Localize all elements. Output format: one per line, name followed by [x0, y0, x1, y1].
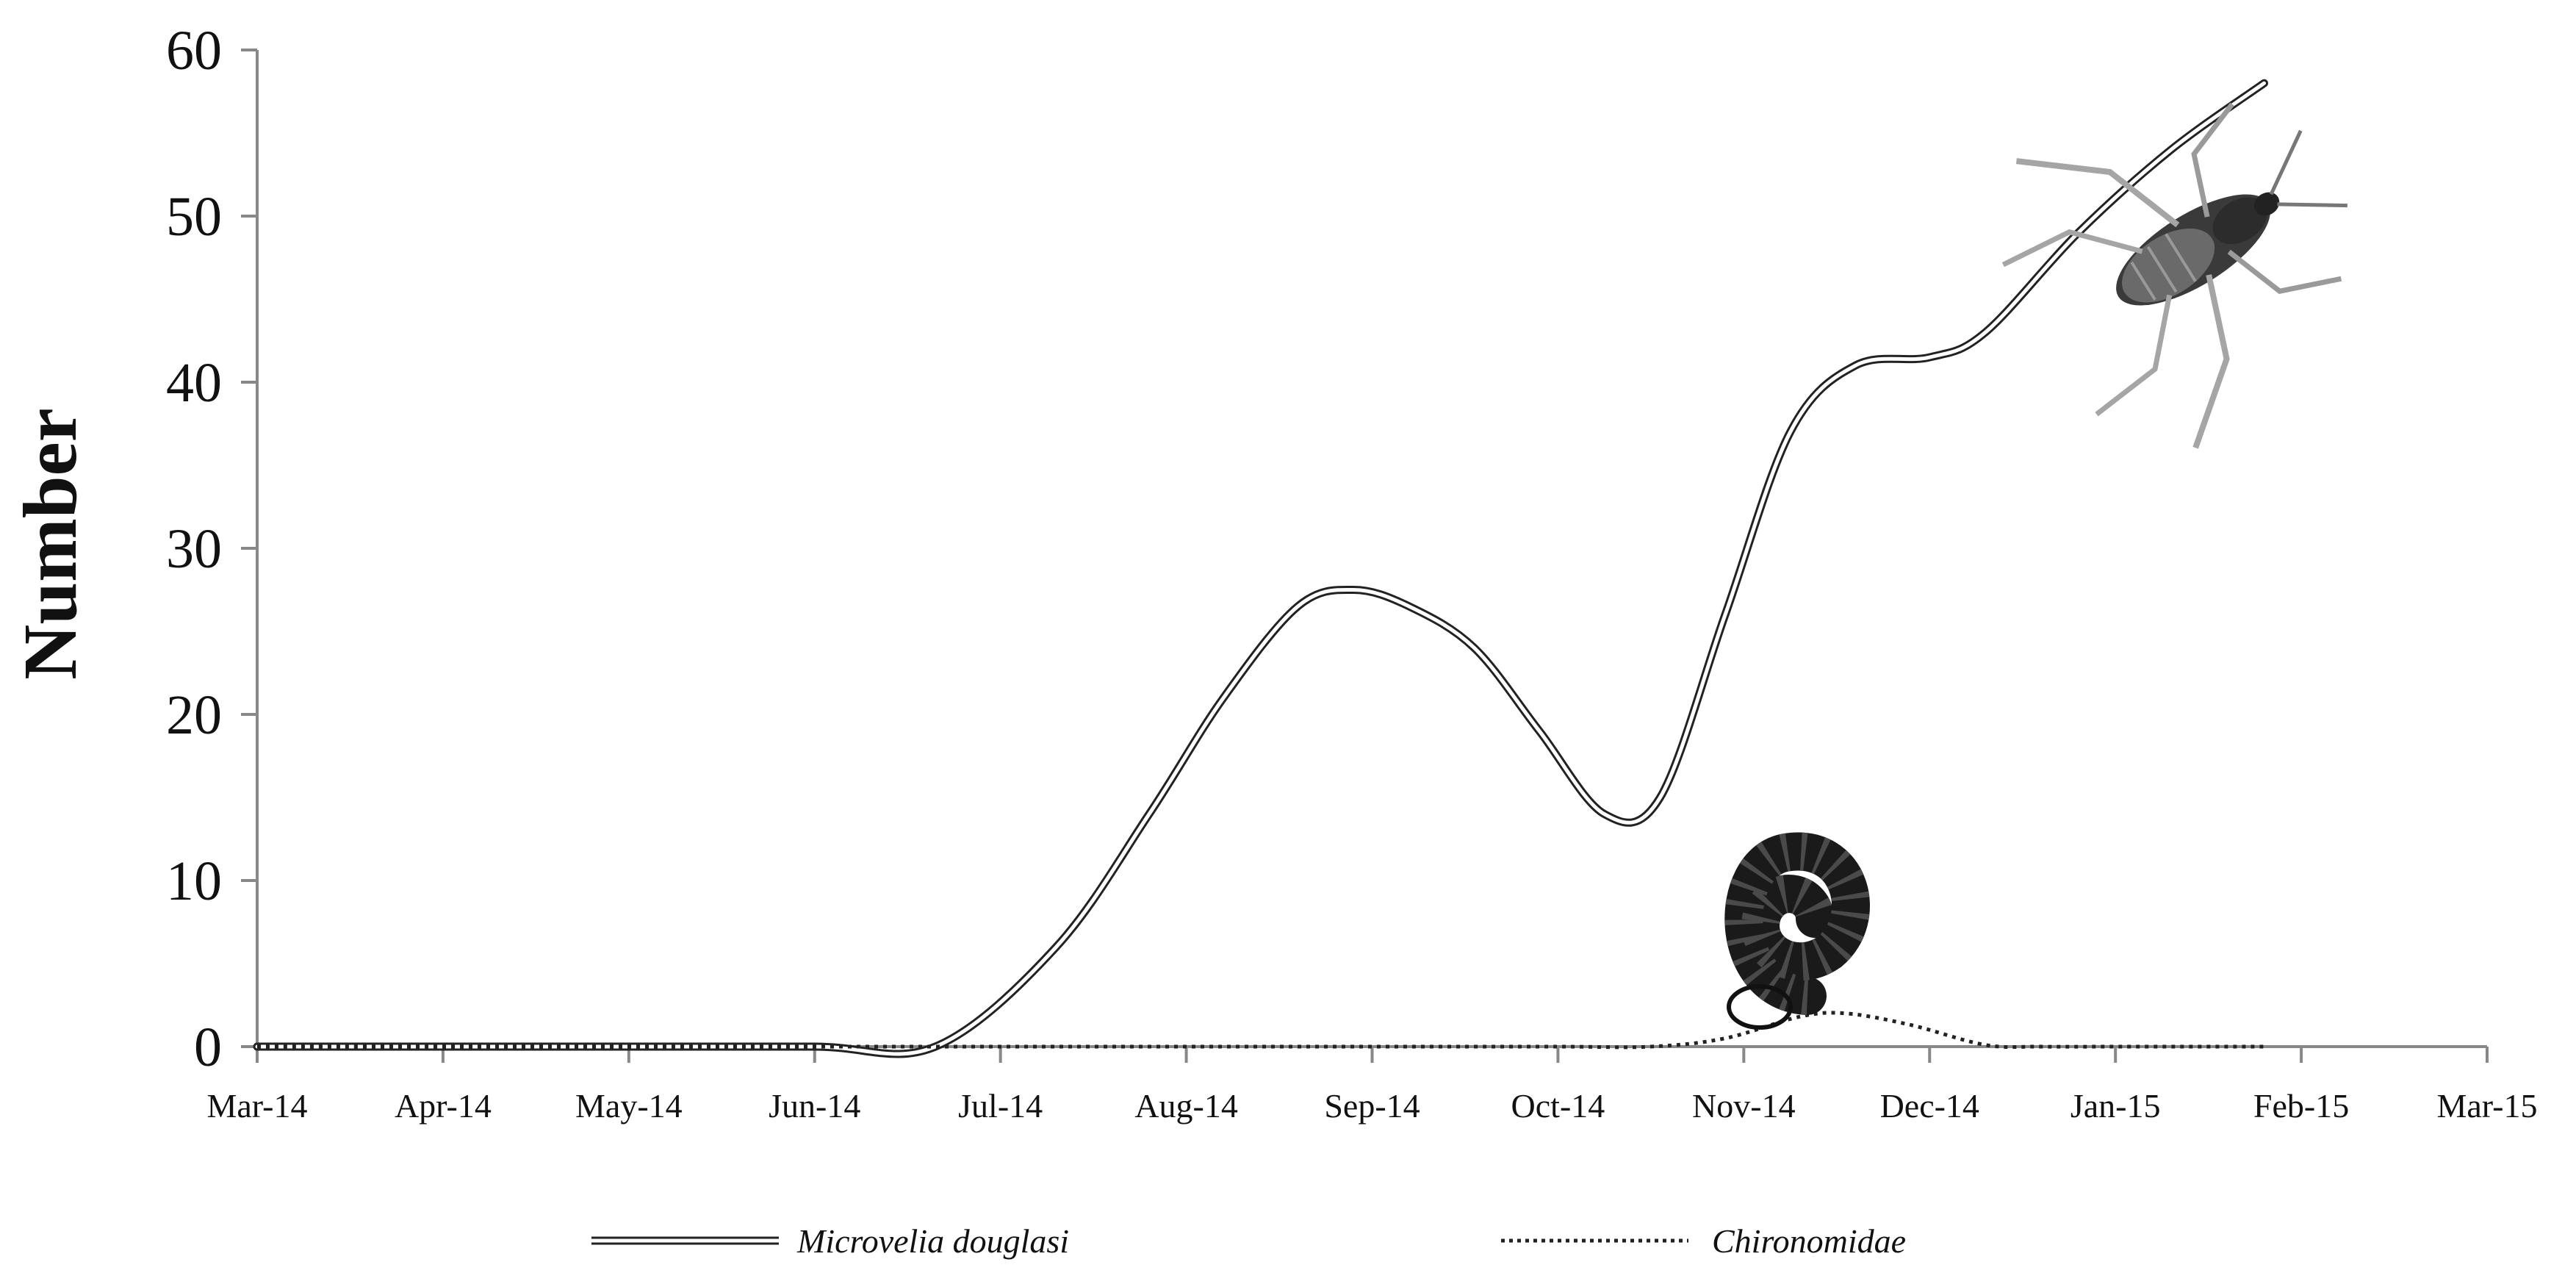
coiled-larva-image	[1724, 832, 1870, 1030]
y-tick-label: 20	[166, 684, 222, 746]
y-tick-label: 0	[194, 1016, 222, 1078]
x-tick-label: Oct-14	[1511, 1087, 1605, 1125]
x-tick-label: Apr-14	[395, 1087, 492, 1125]
x-tick-label: Jan-15	[2070, 1087, 2161, 1125]
x-tick-label: Aug-14	[1134, 1087, 1238, 1125]
y-tick-label: 10	[166, 850, 222, 912]
y-tick-label: 30	[166, 518, 222, 580]
series-chironomidae-line	[257, 1011, 2264, 1050]
y-axis: 0 10 20 30 40 50 60	[166, 20, 259, 1078]
y-tick-label: 50	[166, 186, 222, 248]
legend-item-microvelia: Microvelia douglasi	[591, 1222, 1069, 1260]
series-microvelia-douglasi-line-inner	[255, 81, 2266, 1056]
y-tick-label: 60	[166, 20, 222, 82]
legend-label-microvelia: Microvelia douglasi	[796, 1222, 1069, 1260]
y-axis-label: Number	[8, 408, 93, 680]
x-tick-label: May-14	[575, 1087, 683, 1125]
x-tick-label: Mar-14	[206, 1087, 307, 1125]
series-microvelia-douglasi-line	[253, 79, 2268, 1058]
x-tick-label: Dec-14	[1880, 1087, 1979, 1125]
x-tick-label: Jul-14	[958, 1087, 1043, 1125]
legend-item-chironomidae: Chironomidae	[1501, 1222, 1906, 1260]
legend-label-chironomidae: Chironomidae	[1712, 1222, 1906, 1260]
x-tick-label: Jun-14	[769, 1087, 860, 1125]
x-tick-label: Feb-15	[2253, 1087, 2349, 1125]
x-tick-label: Sep-14	[1324, 1087, 1420, 1125]
x-tick-label: Mar-15	[2436, 1087, 2537, 1125]
x-axis: Mar-14 Apr-14 May-14 Jun-14 Jul-14 Aug-14 Sep-…	[206, 1045, 2538, 1125]
legend: Microvelia douglasi Chironomidae	[591, 1222, 1906, 1260]
series-lines	[253, 79, 2268, 1058]
x-tick-label: Nov-14	[1692, 1087, 1796, 1125]
water-strider-image	[2001, 102, 2347, 449]
y-tick-label: 40	[166, 352, 222, 414]
